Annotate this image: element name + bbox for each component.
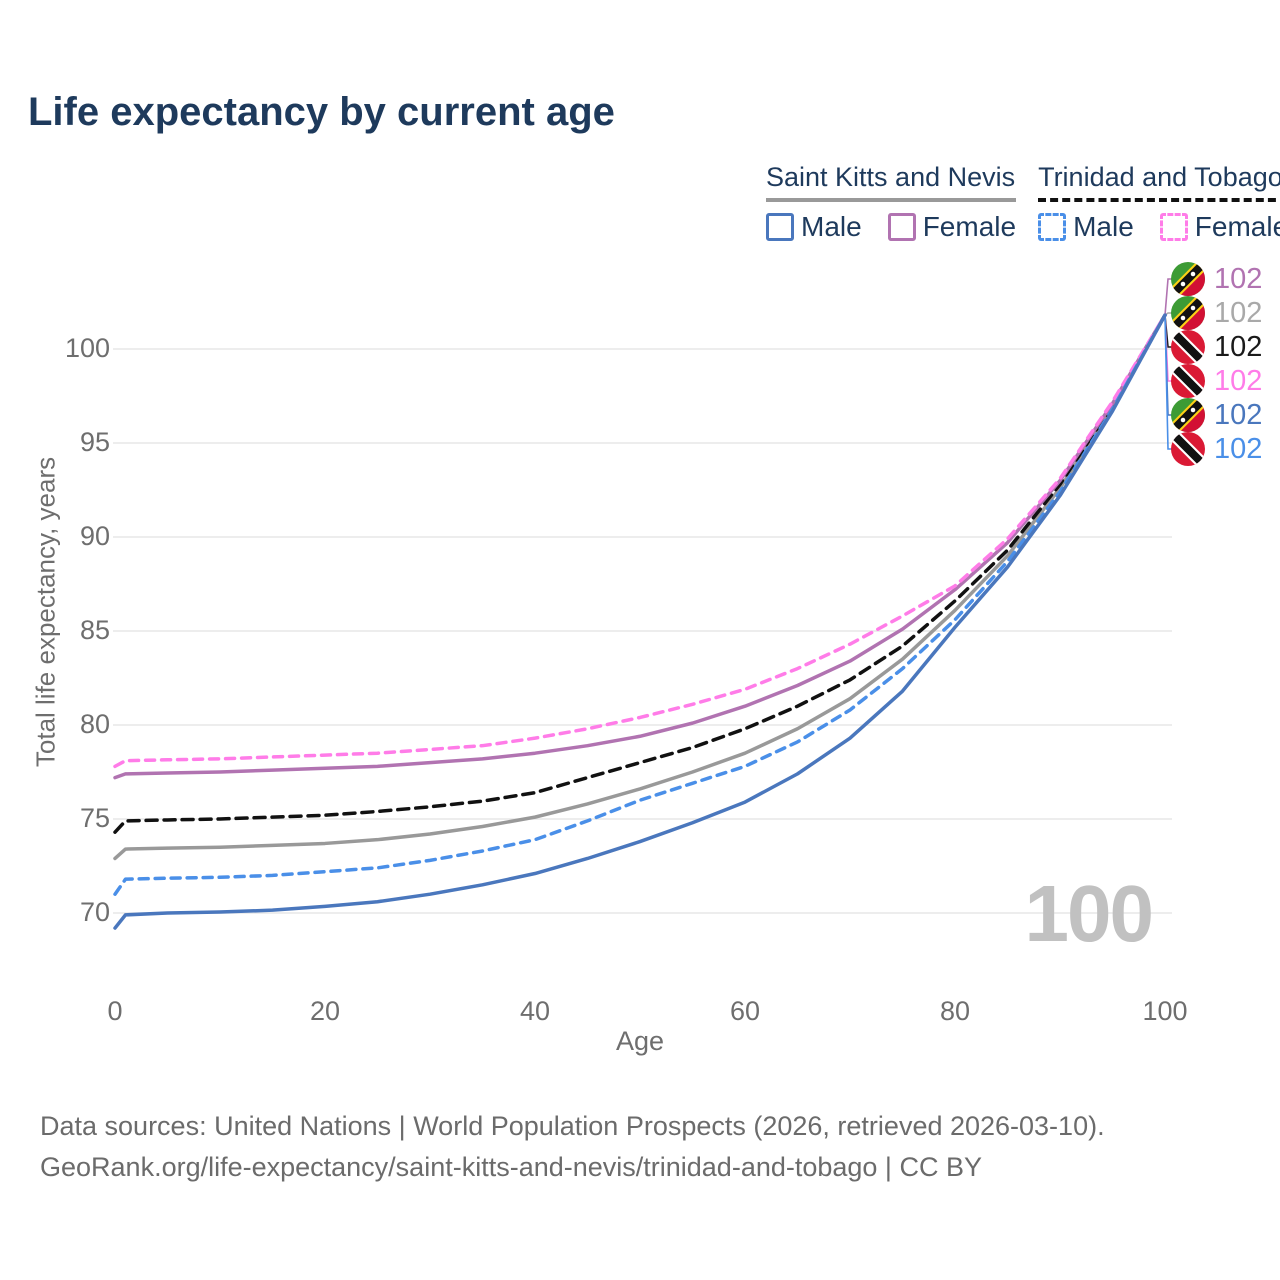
series-line — [113, 313, 1167, 930]
legend-item-tt-male[interactable]: Male — [1038, 211, 1134, 243]
legend-item-label: Female — [1194, 211, 1280, 242]
series-line — [113, 313, 1167, 780]
x-tick-label: 100 — [1142, 996, 1188, 1026]
y-tick-label: 90 — [79, 521, 110, 551]
end-label-value: 102 — [1214, 399, 1263, 431]
series-lines — [113, 313, 1167, 930]
trinidad-flag-icon — [1171, 330, 1205, 364]
x-tick-label: 0 — [107, 996, 123, 1026]
age-watermark: 100 — [1024, 869, 1154, 958]
saint-kitts-flag-icon — [1171, 398, 1205, 432]
end-label-value: 102 — [1214, 331, 1263, 363]
legend-header-saint-kitts: Saint Kitts and Nevis — [766, 162, 1017, 202]
series-line — [113, 313, 1167, 896]
footer-attribution: GeoRank.org/life-expectancy/saint-kitts-… — [40, 1152, 982, 1182]
end-label: 102 — [1171, 432, 1262, 466]
footer: Data sources: United Nations | World Pop… — [40, 1106, 1105, 1188]
y-tick-label: 70 — [79, 897, 110, 927]
end-label-value: 102 — [1214, 433, 1263, 465]
legend-group-saint-kitts: Saint Kitts and Nevis Male Female — [766, 162, 1017, 243]
y-tick-label: 100 — [64, 333, 110, 363]
series-line — [113, 313, 1167, 834]
end-label: 102 — [1171, 330, 1262, 364]
series-line — [113, 313, 1167, 861]
saint-kitts-flag-icon — [1171, 296, 1205, 330]
series-line — [113, 313, 1167, 769]
y-tick-label: 95 — [79, 427, 110, 457]
legend-item-tt-female[interactable]: Female — [1159, 211, 1280, 243]
skn-female-swatch — [887, 213, 916, 241]
y-tick-label: 75 — [79, 803, 110, 833]
legend: Saint Kitts and Nevis Male Female Trinid… — [766, 162, 1280, 243]
legend-item-label: Male — [801, 211, 862, 242]
footer-data-sources: Data sources: United Nations | World Pop… — [40, 1111, 1105, 1141]
saint-kitts-flag-icon — [1171, 262, 1205, 296]
skn-male-swatch — [766, 213, 794, 241]
y-tick-label: 85 — [79, 615, 110, 645]
x-tick-label: 60 — [729, 996, 761, 1026]
x-tick-label: 40 — [519, 996, 551, 1026]
end-label: 102 — [1171, 364, 1262, 398]
x-tick-label: 20 — [309, 996, 341, 1026]
y-tick-label: 80 — [79, 709, 110, 739]
end-label: 102 — [1171, 398, 1262, 432]
end-label-value: 102 — [1214, 297, 1263, 329]
tt-male-swatch — [1038, 213, 1067, 241]
legend-item-skn-female[interactable]: Female — [887, 211, 1017, 243]
tt-female-swatch — [1159, 213, 1188, 241]
legend-header-trinidad: Trinidad and Tobago — [1038, 162, 1280, 202]
y-axis-title: Total life expectancy, years — [30, 456, 61, 768]
legend-group-trinidad: Trinidad and Tobago Male Female — [1038, 162, 1280, 243]
trinidad-flag-icon — [1171, 364, 1205, 398]
legend-item-label: Female — [922, 211, 1017, 242]
trinidad-flag-icon — [1171, 432, 1205, 466]
x-axis-title: Age — [615, 1026, 665, 1056]
chart-title: Life expectancy by current age — [28, 90, 615, 134]
end-label: 102 — [1171, 262, 1262, 296]
leader-lines — [1164, 278, 1172, 450]
end-label: 102 — [1171, 296, 1262, 330]
end-label-value: 102 — [1214, 263, 1263, 295]
legend-item-skn-male[interactable]: Male — [766, 211, 862, 243]
x-tick-label: 80 — [939, 996, 971, 1026]
end-label-value: 102 — [1214, 365, 1263, 397]
legend-item-label: Male — [1073, 211, 1134, 242]
gridlines — [113, 348, 1172, 914]
